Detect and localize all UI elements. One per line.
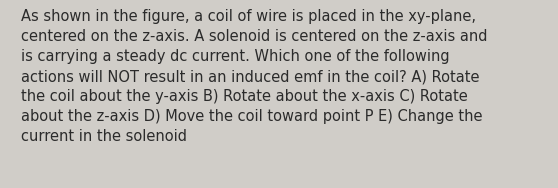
Text: As shown in the figure, a coil of wire is placed in the xy-plane,
centered on th: As shown in the figure, a coil of wire i… — [21, 9, 487, 144]
